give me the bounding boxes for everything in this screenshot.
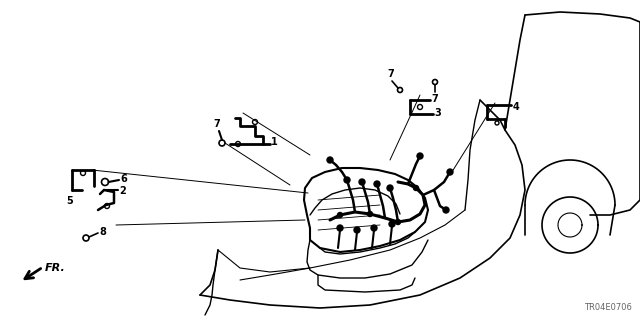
Text: 2: 2: [119, 186, 125, 196]
Text: 6: 6: [120, 174, 127, 184]
Circle shape: [389, 221, 395, 227]
Text: 7: 7: [388, 69, 394, 79]
Circle shape: [417, 153, 423, 159]
Circle shape: [367, 211, 372, 217]
Circle shape: [371, 225, 377, 231]
Text: TR04E0706: TR04E0706: [584, 303, 632, 312]
Circle shape: [354, 227, 360, 233]
Circle shape: [359, 179, 365, 185]
Text: 1: 1: [271, 137, 278, 147]
Text: FR.: FR.: [45, 263, 66, 273]
Circle shape: [337, 212, 342, 218]
Circle shape: [374, 181, 380, 187]
Circle shape: [344, 177, 350, 183]
Circle shape: [337, 225, 343, 231]
Text: 5: 5: [67, 196, 74, 206]
Text: 7: 7: [214, 119, 220, 129]
Text: 3: 3: [434, 108, 441, 118]
Circle shape: [413, 186, 419, 190]
Text: 8: 8: [99, 227, 106, 237]
Circle shape: [396, 219, 401, 225]
Circle shape: [447, 169, 453, 175]
Circle shape: [327, 157, 333, 163]
Text: 7: 7: [431, 94, 438, 104]
Text: 4: 4: [513, 102, 520, 112]
Circle shape: [443, 207, 449, 213]
Circle shape: [387, 185, 393, 191]
